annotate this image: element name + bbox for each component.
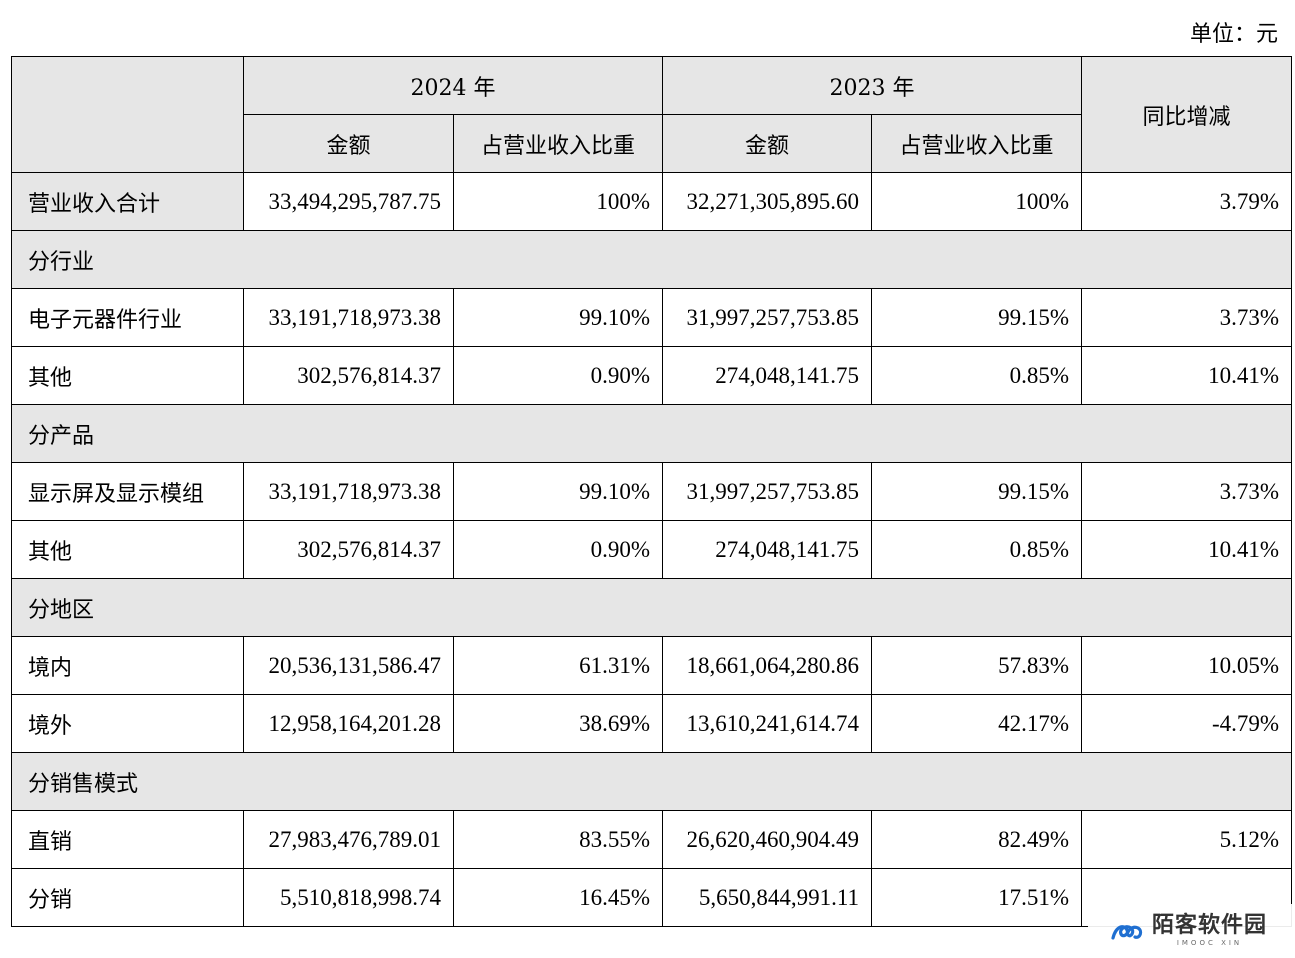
yoy-cell: 10.41% [1081, 520, 1293, 579]
mooc-logo-icon [1111, 925, 1143, 940]
row-label: 境内 [11, 636, 244, 695]
amount-2024-cell: 302,576,814.37 [243, 520, 454, 579]
table-row: 分销 5,510,818,998.74 16.45% 5,650,844,991.11… [11, 868, 1293, 927]
ratio-2024-cell: 0.90% [452, 520, 664, 579]
watermark-text: 陌客软件园 [1152, 913, 1268, 938]
row-label: 营业收入合计 [11, 172, 244, 231]
ratio-2024-cell: 99.10% [452, 462, 664, 521]
yoy-cell: 5.12% [1081, 810, 1293, 869]
row-label: 电子元器件行业 [11, 288, 244, 347]
amount-2024-cell: 12,958,164,201.28 [243, 694, 454, 753]
header-year-2024: 2024 年 [242, 56, 664, 115]
ratio-2024-cell: 61.31% [452, 636, 664, 695]
header-blank-cell [11, 56, 244, 173]
row-label: 直销 [11, 810, 244, 869]
ratio-2023-cell: 0.85% [871, 520, 1083, 579]
ratio-2023-cell: 0.85% [871, 346, 1083, 405]
ratio-2023-cell: 17.51% [871, 868, 1083, 927]
amount-2023-cell: 13,610,241,614.74 [662, 694, 873, 753]
total-row: 营业收入合计 33,494,295,787.75 100% 32,271,305… [11, 172, 1293, 231]
table-body: 营业收入合计 33,494,295,787.75 100% 32,271,305… [10, 172, 1293, 927]
header-amount-2023: 金额 [662, 114, 873, 173]
section-title: 分销售模式 [10, 752, 1293, 811]
yoy-cell: 3.73% [1081, 462, 1293, 521]
amount-2023-cell: 18,661,064,280.86 [662, 636, 873, 695]
row-label: 显示屏及显示模组 [11, 462, 244, 521]
table-row: 境内 20,536,131,586.47 61.31% 18,661,064,280.… [11, 636, 1293, 695]
revenue-table: 2024 年 2023 年 同比增减 金额 占营业收入比重 金额 占营业收入比重… [10, 56, 1293, 927]
amount-2024-cell: 33,191,718,973.38 [243, 462, 454, 521]
section-row: 分产品 [10, 404, 1293, 463]
ratio-2023-cell: 82.49% [871, 810, 1083, 869]
row-label: 其他 [11, 346, 244, 405]
amount-2024-cell: 33,494,295,787.75 [243, 172, 454, 231]
row-label: 境外 [11, 694, 244, 753]
amount-2024-cell: 5,510,818,998.74 [243, 868, 454, 927]
table-row: 其他 302,576,814.37 0.90% 274,048,141.75 0.85%… [11, 346, 1293, 405]
ratio-2023-cell: 100% [871, 172, 1083, 231]
section-title: 分地区 [10, 578, 1293, 637]
table-row: 直销 27,983,476,789.01 83.55% 26,620,460,904.… [11, 810, 1293, 869]
header-row-columns: 金额 占营业收入比重 金额 占营业收入比重 [12, 114, 1292, 173]
amount-2024-cell: 27,983,476,789.01 [243, 810, 454, 869]
watermark: 陌客软件园 IMOOC XIN [1088, 904, 1295, 958]
amount-2023-cell: 31,997,257,753.85 [662, 288, 873, 347]
amount-2023-cell: 5,650,844,991.11 [662, 868, 873, 927]
ratio-2024-cell: 83.55% [452, 810, 664, 869]
header-amount-2024: 金额 [243, 114, 454, 173]
ratio-2024-cell: 38.69% [452, 694, 664, 753]
table-row: 境外 12,958,164,201.28 38.69% 13,610,241,614.… [11, 694, 1293, 753]
yoy-cell: 3.79% [1081, 172, 1293, 231]
ratio-2024-cell: 100% [452, 172, 664, 231]
yoy-cell: -4.79% [1081, 694, 1293, 753]
header-ratio-2023: 占营业收入比重 [871, 114, 1083, 173]
header-ratio-2024: 占营业收入比重 [452, 114, 664, 173]
section-title: 分产品 [10, 404, 1293, 463]
table-row: 其他 302,576,814.37 0.90% 274,048,141.75 0.85%… [11, 520, 1293, 579]
amount-2024-cell: 302,576,814.37 [243, 346, 454, 405]
section-title: 分行业 [10, 230, 1293, 289]
section-row: 分行业 [10, 230, 1293, 289]
header-year-2023: 2023 年 [662, 56, 1083, 115]
yoy-cell: 10.05% [1081, 636, 1293, 695]
row-label: 分销 [11, 868, 244, 927]
yoy-cell: 10.41% [1081, 346, 1293, 405]
table-row: 电子元器件行业 33,191,718,973.38 99.10% 31,997,257… [11, 288, 1293, 347]
amount-2023-cell: 274,048,141.75 [662, 346, 873, 405]
section-row: 分地区 [10, 578, 1293, 637]
ratio-2023-cell: 99.15% [871, 462, 1083, 521]
watermark-subtext: IMOOC XIN [1176, 939, 1243, 947]
table-row: 显示屏及显示模组 33,191,718,973.38 99.10% 31,997,25… [11, 462, 1293, 521]
ratio-2024-cell: 99.10% [452, 288, 664, 347]
ratio-2023-cell: 57.83% [871, 636, 1083, 695]
ratio-2023-cell: 99.15% [871, 288, 1083, 347]
unit-label: 单位：元 [1189, 22, 1278, 47]
header-row-years: 2024 年 2023 年 同比增减 [11, 56, 1293, 173]
row-label: 其他 [11, 520, 244, 579]
amount-2024-cell: 20,536,131,586.47 [243, 636, 454, 695]
amount-2023-cell: 32,271,305,895.60 [662, 172, 873, 231]
amount-2023-cell: 26,620,460,904.49 [662, 810, 873, 869]
amount-2023-cell: 31,997,257,753.85 [662, 462, 873, 521]
ratio-2024-cell: 16.45% [452, 868, 664, 927]
ratio-2023-cell: 42.17% [871, 694, 1083, 753]
yoy-cell: 3.73% [1081, 288, 1293, 347]
amount-2023-cell: 274,048,141.75 [662, 520, 873, 579]
header-yoy: 同比增减 [1081, 56, 1293, 173]
ratio-2024-cell: 0.90% [452, 346, 664, 405]
amount-2024-cell: 33,191,718,973.38 [243, 288, 454, 347]
section-row: 分销售模式 [10, 752, 1293, 811]
